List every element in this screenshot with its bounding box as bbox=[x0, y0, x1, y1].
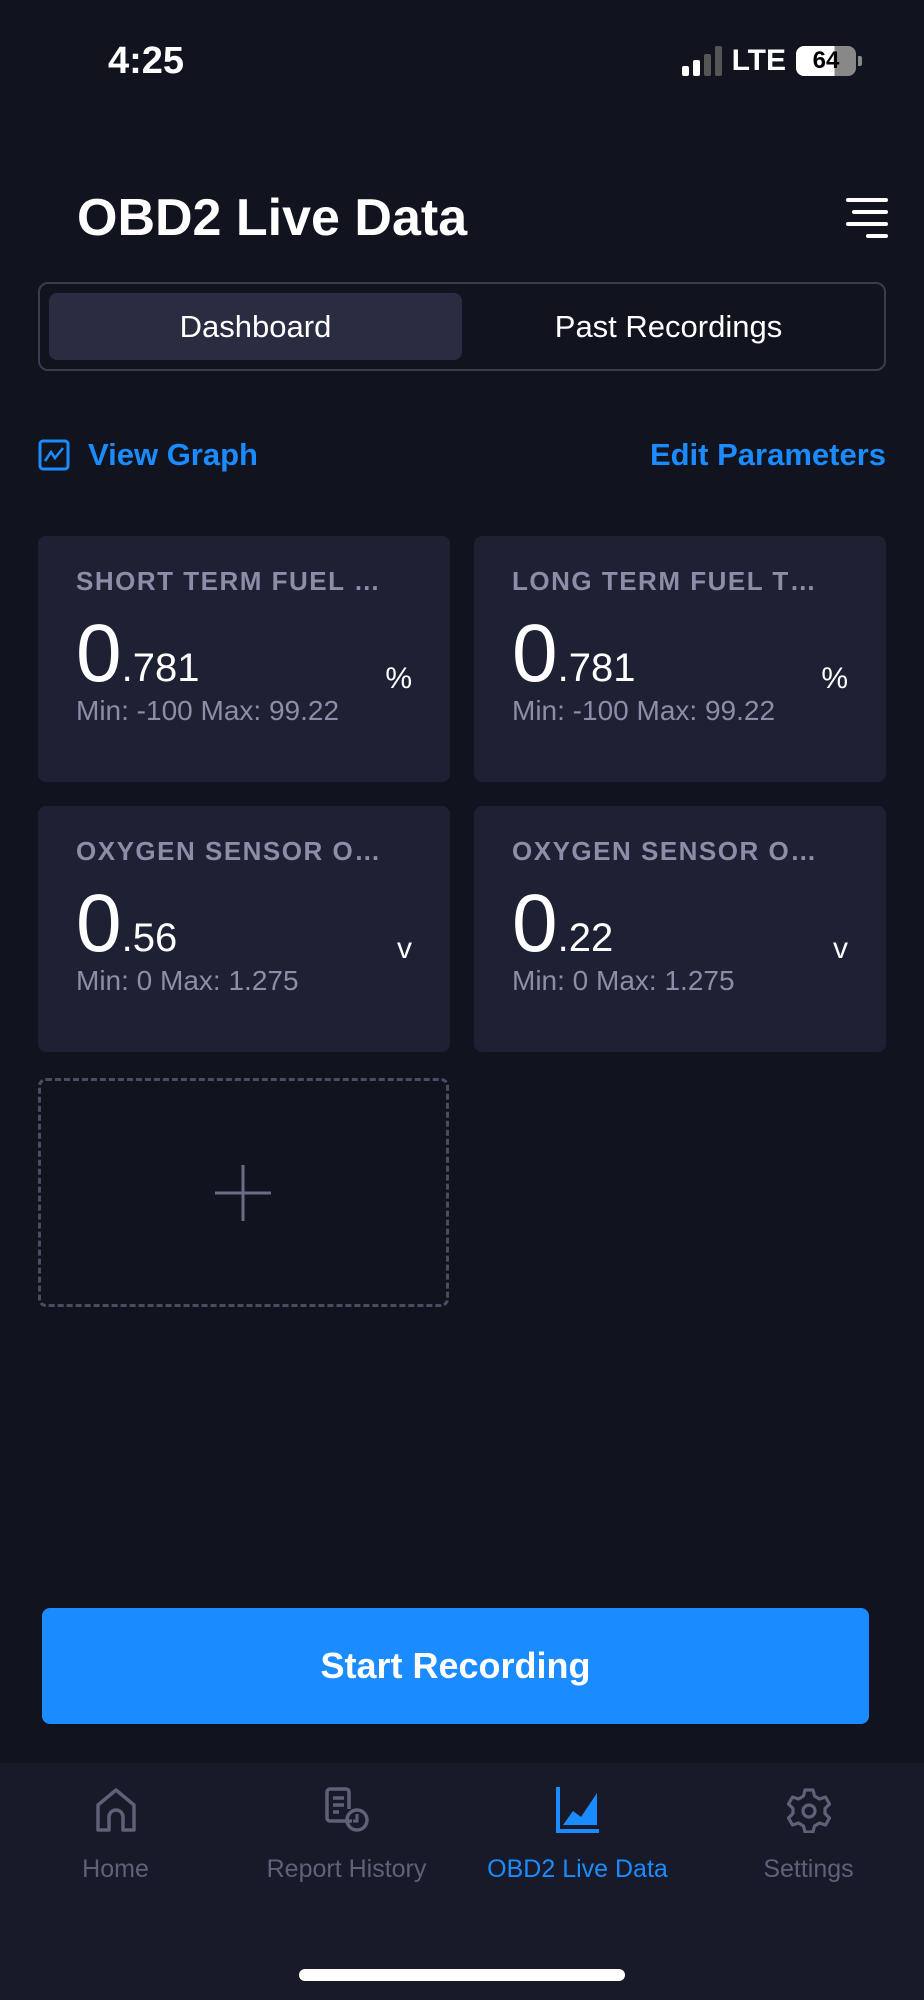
edit-parameters-button[interactable]: Edit Parameters bbox=[649, 437, 886, 472]
tab-past-recordings[interactable]: Past Recordings bbox=[554, 308, 783, 344]
card-minmax: Min: 0 Max: 1.275 bbox=[512, 965, 735, 996]
card-title: SHORT TERM FUEL … bbox=[76, 566, 382, 596]
chart-icon bbox=[555, 1787, 599, 1833]
tab-label: Settings bbox=[763, 1855, 854, 1883]
menu-icon[interactable] bbox=[846, 196, 888, 238]
parameter-card[interactable]: SHORT TERM FUEL … 0.781 % Min: -100 Max:… bbox=[38, 536, 450, 782]
card-minmax: Min: -100 Max: 99.22 bbox=[76, 695, 340, 726]
tab-label: OBD2 Live Data bbox=[487, 1855, 668, 1883]
card-value-dec: .22 bbox=[557, 916, 614, 960]
report-history-icon bbox=[324, 1787, 369, 1832]
card-value-dec: .56 bbox=[121, 916, 178, 960]
card-value-int: 0 bbox=[76, 608, 122, 699]
segmented-control: Dashboard Past Recordings bbox=[38, 282, 886, 371]
card-unit: % bbox=[385, 662, 412, 695]
view-graph-label: View Graph bbox=[88, 437, 258, 472]
tab-label: Home bbox=[82, 1855, 149, 1883]
card-value-int: 0 bbox=[512, 878, 558, 969]
tab-label: Report History bbox=[266, 1855, 427, 1883]
network-type: LTE bbox=[731, 44, 786, 77]
card-title: OXYGEN SENSOR O… bbox=[76, 836, 382, 866]
card-minmax: Min: -100 Max: 99.22 bbox=[512, 695, 776, 726]
tab-dashboard[interactable]: Dashboard bbox=[49, 293, 462, 360]
tab-home[interactable]: Home bbox=[0, 1787, 231, 1884]
card-value-dec: .781 bbox=[557, 646, 636, 690]
plus-icon bbox=[215, 1165, 271, 1221]
home-indicator bbox=[299, 1969, 625, 1981]
home-icon bbox=[95, 1788, 136, 1832]
tab-report-history[interactable]: Report History bbox=[231, 1787, 462, 1884]
start-recording-button[interactable]: Start Recording bbox=[42, 1608, 869, 1724]
battery-icon: 64 bbox=[796, 46, 862, 76]
card-value-dec: .781 bbox=[121, 646, 200, 690]
view-graph-button[interactable]: View Graph bbox=[38, 437, 258, 473]
card-unit: v bbox=[397, 932, 412, 965]
bottom-tab-bar: Home Report History OBD2 Live Data Setti… bbox=[0, 1763, 924, 2000]
tab-settings[interactable]: Settings bbox=[693, 1787, 924, 1884]
card-title: LONG TERM FUEL T… bbox=[512, 566, 818, 596]
card-value-int: 0 bbox=[512, 608, 558, 699]
graph-icon bbox=[38, 439, 70, 471]
card-title: OXYGEN SENSOR O… bbox=[512, 836, 818, 866]
parameter-card[interactable]: LONG TERM FUEL T… 0.781 % Min: -100 Max:… bbox=[474, 536, 886, 782]
gear-icon bbox=[786, 1788, 831, 1833]
tab-obd2-live-data[interactable]: OBD2 Live Data bbox=[462, 1787, 693, 1884]
parameter-card[interactable]: OXYGEN SENSOR O… 0.56 v Min: 0 Max: 1.27… bbox=[38, 806, 450, 1052]
battery-level: 64 bbox=[796, 46, 856, 76]
page-title: OBD2 Live Data bbox=[77, 189, 468, 247]
parameter-card[interactable]: OXYGEN SENSOR O… 0.22 v Min: 0 Max: 1.27… bbox=[474, 806, 886, 1052]
card-minmax: Min: 0 Max: 1.275 bbox=[76, 965, 299, 996]
signal-icon bbox=[681, 46, 722, 76]
status-time: 4:25 bbox=[108, 40, 185, 82]
card-unit: v bbox=[833, 932, 848, 965]
add-parameter-button[interactable] bbox=[38, 1078, 449, 1307]
card-unit: % bbox=[821, 662, 848, 695]
card-value-int: 0 bbox=[76, 878, 122, 969]
status-icons: LTE 64 bbox=[681, 44, 862, 78]
